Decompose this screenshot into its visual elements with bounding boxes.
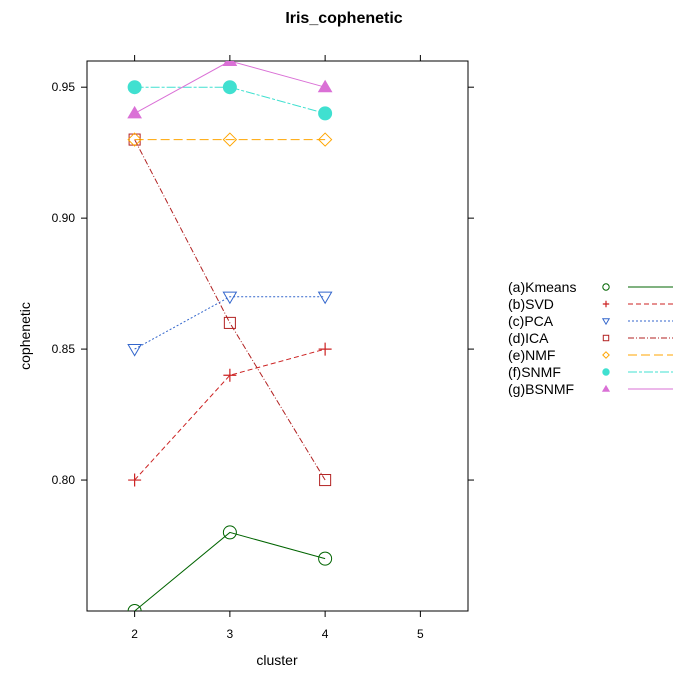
series-line [134, 86, 326, 114]
data-point [127, 132, 142, 147]
legend-marker [601, 384, 611, 392]
legend-marker [602, 283, 610, 291]
series-line [134, 296, 326, 350]
data-point [128, 473, 142, 487]
data-point [127, 344, 142, 357]
series-line [134, 139, 326, 481]
data-point [223, 368, 237, 382]
legend-label: (g)BSNMF [508, 381, 574, 397]
series-line [134, 531, 326, 611]
y-tick-label: 0.95 [52, 80, 76, 94]
data-point [222, 61, 238, 67]
y-tick-label: 0.90 [52, 211, 76, 225]
legend-label: (b)SVD [508, 296, 554, 312]
legend-marker [602, 368, 610, 376]
series-line [134, 61, 326, 114]
legend-marker [602, 300, 610, 308]
data-point [223, 316, 236, 329]
data-point [222, 80, 237, 95]
legend: (a)Kmeans(b)SVD(c)PCA(d)ICA(e)NMF(f)SNMF… [508, 279, 673, 397]
series-markers [127, 61, 333, 611]
data-point [319, 474, 332, 487]
x-tick-label: 2 [131, 627, 138, 641]
data-point [222, 291, 238, 305]
legend-label: (a)Kmeans [508, 279, 576, 295]
data-point [318, 106, 333, 121]
data-point [127, 105, 142, 119]
data-point [127, 604, 142, 611]
data-point [317, 79, 333, 93]
data-point [318, 551, 333, 566]
legend-marker [602, 334, 610, 342]
data-point [222, 525, 237, 540]
plot-area-frame [86, 60, 469, 612]
data-point [127, 80, 142, 95]
legend-marker [602, 351, 610, 359]
x-tick-label: 5 [417, 627, 424, 641]
series-lines [134, 61, 326, 611]
legend-label: (f)SNMF [508, 364, 561, 380]
data-point [318, 342, 332, 356]
legend-label: (d)ICA [508, 330, 549, 346]
data-point [222, 132, 238, 147]
axes: 2 3 4 5 0.80 0.85 0.90 0.95 [52, 55, 474, 641]
data-point [317, 132, 333, 147]
data-point [128, 133, 141, 146]
x-tick-label: 3 [227, 627, 234, 641]
y-axis-label: cophenetic [17, 302, 33, 370]
chart-title: Iris_cophenetic [285, 10, 402, 27]
y-tick-label: 0.80 [52, 473, 76, 487]
y-tick-label: 0.85 [52, 342, 76, 356]
data-point [317, 291, 333, 305]
legend-marker [601, 318, 611, 326]
series-line [134, 348, 326, 481]
legend-label: (e)NMF [508, 347, 555, 363]
x-tick-label: 4 [322, 627, 329, 641]
x-axis-label: cluster [256, 652, 298, 668]
legend-label: (c)PCA [508, 313, 554, 329]
